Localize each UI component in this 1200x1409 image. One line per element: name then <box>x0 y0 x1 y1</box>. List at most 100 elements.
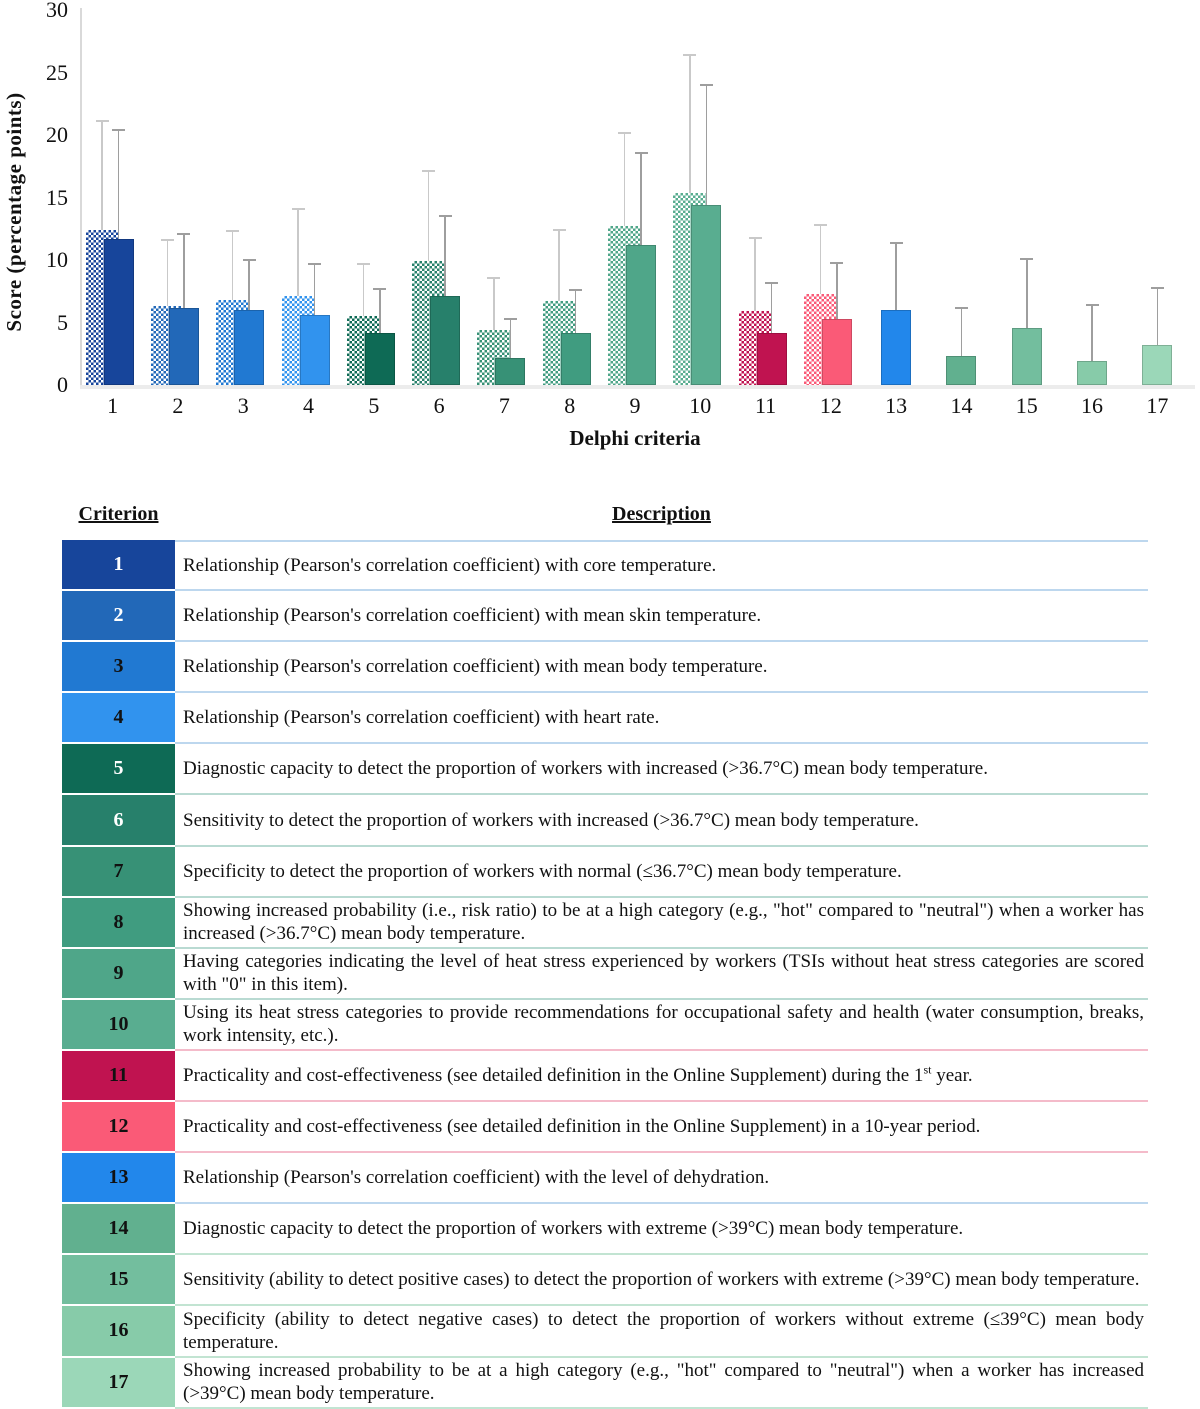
error-bar-solid-10-cap <box>699 84 713 86</box>
error-bar-solid-16 <box>1091 305 1093 362</box>
x-tick-label-11: 11 <box>754 393 777 418</box>
x-axis-baseline <box>80 385 1195 389</box>
description-cell-7: Specificity to detect the proportion of … <box>175 847 1148 898</box>
bar-solid-9 <box>626 245 656 385</box>
error-bar-solid-12-cap <box>830 261 844 264</box>
error-bar-solid-14-cap <box>954 306 968 309</box>
x-tick-label-14: 14 <box>950 393 973 418</box>
table-row: 6 Sensitivity to detect the proportion of… <box>0 795 1200 847</box>
table-row: 14 Diagnostic capacity to detect the prop… <box>0 1204 1200 1256</box>
bar-solid-5 <box>364 332 395 385</box>
error-bar-hatched-5-cap <box>356 262 370 265</box>
error-bar-solid-3 <box>248 260 250 310</box>
bar-solid-8 <box>560 332 591 385</box>
error-bar-solid-2 <box>183 233 185 308</box>
bar-solid-11 <box>756 332 787 385</box>
error-bar-hatched-10-cap <box>683 54 697 56</box>
y-tick-label-20: 20 <box>46 122 68 147</box>
description-cell-4: Relationship (Pearson's correlation coef… <box>175 693 1148 745</box>
x-tick-label-17: 17 <box>1146 393 1169 418</box>
error-bar-hatched-3-cap <box>226 230 240 233</box>
description-cell-16: Specificity (ability to detect negative … <box>175 1306 1148 1358</box>
table-row: 7 Specificity to detect the proportion of… <box>0 846 1200 898</box>
criterion-cell-9: 9 <box>62 948 175 1000</box>
bar-chart: Score (percentage points) 0 5 10 15 20 25 30 1 2… <box>0 0 1200 470</box>
bar-solid-6 <box>430 296 461 385</box>
error-bar-hatched-1 <box>101 121 103 230</box>
error-bar-solid-12 <box>836 262 838 319</box>
y-tick-label-25: 25 <box>46 59 68 85</box>
criterion-cell-8: 8 <box>62 897 175 949</box>
description-cell-9: Having categories indicating the level o… <box>175 949 1148 1000</box>
table-row: 3 Relationship (Pearson's correlation coe… <box>0 642 1200 694</box>
bar-solid-16 <box>1077 361 1108 385</box>
criterion-cell-4: 4 <box>62 693 175 745</box>
description-cell-6: Sensitivity to detect the proportion of … <box>175 795 1148 847</box>
bar-solid-12 <box>821 318 852 385</box>
error-bar-hatched-6-cap <box>422 170 436 173</box>
table-row: 15 Sensitivity (ability to detect positiv… <box>0 1255 1200 1307</box>
error-bar-hatched-8 <box>558 230 560 302</box>
error-bar-solid-13-cap <box>889 241 903 244</box>
description-cell-1: Relationship (Pearson's correlation coef… <box>175 540 1148 592</box>
error-bar-solid-6-cap <box>438 215 452 218</box>
table-row: 1 Relationship (Pearson's correlation coe… <box>0 540 1200 592</box>
bar-solid-7 <box>495 357 526 385</box>
description-cell-11: Practicality and cost-effectiveness (see… <box>175 1051 1148 1103</box>
table-row: 13 Relationship (Pearson's correlation co… <box>0 1153 1200 1205</box>
criterion-cell-15: 15 <box>62 1255 175 1307</box>
error-bar-solid-15-cap <box>1020 257 1034 260</box>
error-bar-solid-17-cap <box>1150 286 1164 289</box>
error-bar-hatched-4 <box>297 208 299 297</box>
table-row: 16 Specificity (ability to detect negativ… <box>0 1306 1200 1358</box>
description-cell-12: Practicality and cost-effectiveness (see… <box>175 1102 1148 1154</box>
error-bar-solid-7-cap <box>503 317 517 320</box>
error-bar-solid-8 <box>574 290 577 333</box>
x-tick-label-2: 2 <box>172 393 184 418</box>
error-bar-solid-13 <box>895 242 897 310</box>
criterion-cell-5: 5 <box>62 744 175 796</box>
error-bar-hatched-12-cap <box>813 224 827 226</box>
error-bar-solid-9-cap <box>634 151 648 154</box>
x-tick-label-4: 4 <box>303 393 315 418</box>
bar-solid-10 <box>691 205 722 385</box>
error-bar-solid-11 <box>770 282 773 333</box>
y-tick-label-5: 5 <box>57 309 68 335</box>
error-bar-hatched-10 <box>689 55 691 193</box>
error-bar-solid-11-cap <box>765 281 779 284</box>
x-tick-label-7: 7 <box>498 393 510 418</box>
criterion-cell-16: 16 <box>62 1306 175 1358</box>
bar-solid-14 <box>946 356 977 385</box>
criterion-cell-6: 6 <box>62 795 175 847</box>
bar-solid-1 <box>103 238 134 385</box>
error-bar-hatched-2 <box>166 240 169 307</box>
criterion-cell-7: 7 <box>62 846 175 898</box>
plot-area: 0 5 10 15 20 25 30 1 2 3 4 5 6 7 8 9 10 11 12 13 14 15 16 17 <box>0 0 1200 470</box>
bar-solid-4 <box>299 315 330 385</box>
error-bar-hatched-7-cap <box>487 276 501 279</box>
x-tick-label-3: 3 <box>237 393 249 418</box>
error-bar-hatched-6 <box>427 171 430 262</box>
error-bar-hatched-9-cap <box>618 131 631 134</box>
x-tick-label-15: 15 <box>1015 393 1038 418</box>
description-cell-2: Relationship (Pearson's correlation coef… <box>175 591 1148 643</box>
error-bar-solid-5-cap <box>373 287 387 290</box>
bar-solid-3 <box>234 310 265 385</box>
x-axis-title: Delphi criteria <box>569 426 701 450</box>
description-cell-5: Diagnostic capacity to detect the propor… <box>175 744 1148 796</box>
error-bar-solid-15 <box>1026 258 1028 328</box>
criterion-cell-2: 2 <box>62 591 175 643</box>
error-bar-solid-9 <box>640 152 642 245</box>
error-bar-hatched-5 <box>362 263 365 317</box>
description-cell-13: Relationship (Pearson's correlation coef… <box>175 1153 1148 1205</box>
criteria-table-body: 1 Relationship (Pearson's correlation coe… <box>0 540 1200 1409</box>
description-cell-17: Showing increased probability to be at a… <box>175 1358 1148 1409</box>
description-cell-14: Diagnostic capacity to detect the propor… <box>175 1204 1148 1256</box>
error-bar-hatched-1-cap <box>95 120 109 123</box>
error-bar-solid-17 <box>1156 287 1159 345</box>
description-cell-15: Sensitivity (ability to detect positive … <box>175 1255 1148 1307</box>
error-bar-hatched-4-cap <box>291 207 305 210</box>
table-row: 8 Showing increased probability (i.e., ri… <box>0 897 1200 949</box>
x-tick-label-16: 16 <box>1081 393 1104 418</box>
x-tick-label-5: 5 <box>368 393 380 418</box>
